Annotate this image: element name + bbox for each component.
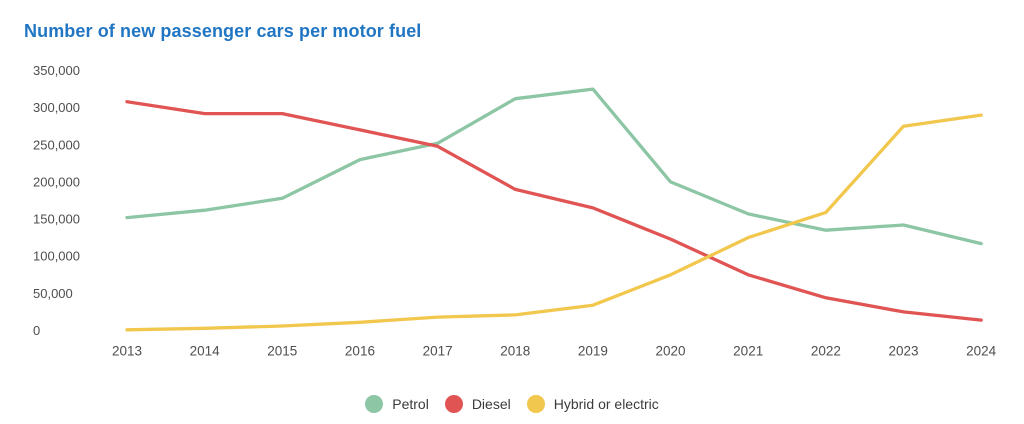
x-axis-label: 2021 <box>733 344 763 359</box>
legend-label: Hybrid or electric <box>553 396 659 412</box>
legend-swatch-icon <box>526 395 545 413</box>
chart-legend: Petrol Diesel Hybrid or electric <box>0 394 1024 414</box>
x-axis-label: 2018 <box>500 344 530 359</box>
y-axis-tick-label: 0 <box>33 323 40 338</box>
y-axis-tick-label: 50,000 <box>33 286 73 301</box>
legend-label: Diesel <box>471 396 511 412</box>
legend-swatch-icon <box>365 395 384 413</box>
x-axis-label: 2016 <box>345 344 375 359</box>
x-axis-label: 2017 <box>423 344 453 359</box>
y-axis-tick-label: 100,000 <box>33 249 80 264</box>
legend-item-petrol[interactable]: Petrol <box>365 395 429 413</box>
y-axis-tick-label: 200,000 <box>33 174 80 189</box>
legend-item-hybrid-or-electric[interactable]: Hybrid or electric <box>526 395 659 413</box>
x-axis-label: 2019 <box>578 344 608 359</box>
x-axis-label: 2024 <box>966 344 997 359</box>
legend-label: Petrol <box>392 396 429 412</box>
line-chart: 350,000 300,000 250,000 200,000 150,000 100,0… <box>33 63 997 359</box>
y-axis-tick-label: 250,000 <box>33 137 80 152</box>
series-line-diesel <box>125 100 983 322</box>
series-line-petrol <box>125 87 983 246</box>
x-axis-label: 2023 <box>888 344 918 359</box>
x-axis-label: 2015 <box>267 344 297 359</box>
y-axis-tick-label: 300,000 <box>33 100 80 115</box>
chart-title: Number of new passenger cars per motor f… <box>24 21 422 41</box>
legend-item-diesel[interactable]: Diesel <box>444 395 511 413</box>
y-axis-tick-label: 150,000 <box>33 212 80 227</box>
series-line-hybrid-or-electric <box>125 113 983 332</box>
x-axis-label: 2022 <box>811 344 841 359</box>
y-axis-tick-label: 350,000 <box>33 63 80 78</box>
x-axis-label: 2020 <box>656 344 686 359</box>
x-axis-label: 2013 <box>112 344 142 359</box>
legend-swatch-icon <box>444 395 463 413</box>
x-axis-label: 2014 <box>190 344 221 359</box>
